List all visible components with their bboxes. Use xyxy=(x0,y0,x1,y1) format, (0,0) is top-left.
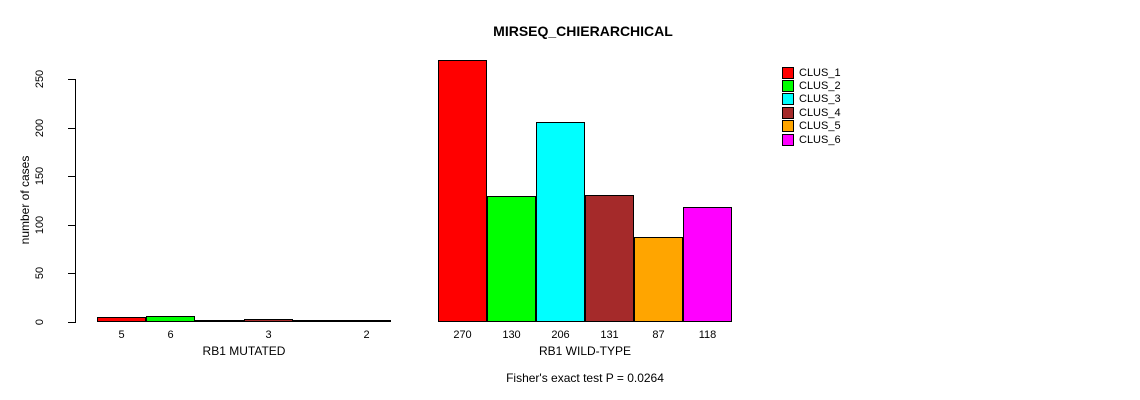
x-axis-group-label-rb1-mutated: RB1 MUTATED xyxy=(202,344,286,358)
legend-label-clus-5: CLUS_5 xyxy=(799,120,841,133)
y-axis-tick xyxy=(68,79,75,80)
bar-rb1-mutated-clus-6 xyxy=(342,320,391,322)
y-axis-tick-label: 250 xyxy=(34,69,46,89)
y-axis-tick xyxy=(68,176,75,178)
legend-item-clus-6: CLUS_6 xyxy=(782,133,841,146)
bar-rb1-wild-type-clus-4 xyxy=(585,195,634,322)
bar-rb1-mutated-clus-1 xyxy=(97,317,146,322)
legend-swatch-clus-5 xyxy=(782,120,794,133)
y-axis-tick-label: 50 xyxy=(34,267,46,280)
y-axis-tick-label: 0 xyxy=(34,318,46,326)
bar-rb1-wild-type-clus-6 xyxy=(683,207,732,322)
y-axis-tick-label: 200 xyxy=(34,118,46,137)
bar-value-label-rb1-mutated-clus-1: 5 xyxy=(118,329,125,341)
legend-label-clus-1: CLUS_1 xyxy=(799,66,841,79)
legend-item-clus-1: CLUS_1 xyxy=(782,66,841,79)
bar-value-label-rb1-mutated-clus-2: 6 xyxy=(167,329,174,341)
x-axis-group-label-rb1-wild-type: RB1 WILD-TYPE xyxy=(538,344,632,358)
bar-value-label-rb1-wild-type-clus-4: 131 xyxy=(600,329,619,341)
legend-swatch-clus-3 xyxy=(782,93,794,106)
bar-value-label-rb1-wild-type-clus-5: 87 xyxy=(652,329,665,341)
legend-swatch-clus-4 xyxy=(782,106,794,119)
y-axis-tick xyxy=(68,273,75,275)
bar-value-label-rb1-wild-type-clus-2: 130 xyxy=(502,329,521,341)
legend-swatch-clus-2 xyxy=(782,80,794,93)
legend: CLUS_1 CLUS_2 CLUS_3 CLUS_4 CLUS_5 CLUS_6 xyxy=(782,66,841,146)
legend-label-clus-6: CLUS_6 xyxy=(799,133,841,146)
legend-swatch-clus-6 xyxy=(782,133,794,146)
legend-item-clus-2: CLUS_2 xyxy=(782,79,841,93)
y-axis-tick xyxy=(68,322,75,323)
y-axis-tick-label: 150 xyxy=(34,167,46,186)
bar-value-label-rb1-wild-type-clus-3: 206 xyxy=(551,329,570,341)
bar-rb1-mutated-clus-3-zero xyxy=(195,320,244,322)
legend-label-clus-4: CLUS_4 xyxy=(799,106,841,119)
y-axis-line xyxy=(75,79,76,323)
y-axis-tick xyxy=(68,127,75,129)
y-axis-tick xyxy=(68,224,75,226)
legend-item-clus-5: CLUS_5 xyxy=(782,120,841,133)
bar-value-label-rb1-mutated-clus-6: 2 xyxy=(363,329,370,341)
y-axis-tick-label: 100 xyxy=(34,215,46,234)
bar-value-label-rb1-wild-type-clus-1: 270 xyxy=(453,329,472,341)
bar-rb1-wild-type-clus-1 xyxy=(438,60,487,322)
legend-item-clus-3: CLUS_3 xyxy=(782,93,841,106)
bar-rb1-mutated-clus-4 xyxy=(244,319,293,322)
legend-label-clus-3: CLUS_3 xyxy=(799,93,841,106)
bar-rb1-wild-type-clus-5 xyxy=(634,237,683,322)
footnote-fisher-test: Fisher's exact test P = 0.0264 xyxy=(506,371,664,385)
bar-value-label-rb1-mutated-clus-4: 3 xyxy=(265,329,272,341)
legend-item-clus-4: CLUS_4 xyxy=(782,106,841,119)
bar-value-label-rb1-wild-type-clus-6: 118 xyxy=(698,329,717,341)
chart-title: MIRSEQ_CHIERARCHICAL xyxy=(493,23,673,39)
bar-rb1-mutated-clus-2 xyxy=(146,316,195,322)
bar-rb1-mutated-clus-5-zero xyxy=(293,320,342,322)
bar-rb1-wild-type-clus-2 xyxy=(487,196,536,322)
bar-rb1-wild-type-clus-3 xyxy=(536,122,585,322)
y-axis-label: number of cases xyxy=(18,155,32,245)
legend-label-clus-2: CLUS_2 xyxy=(799,80,841,93)
legend-swatch-clus-1 xyxy=(782,66,794,79)
